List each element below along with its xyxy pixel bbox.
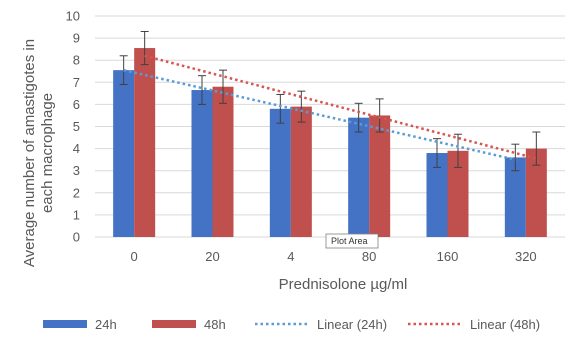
trendline-48h bbox=[144, 54, 537, 160]
bar-48h-160 bbox=[447, 150, 469, 237]
bar-24h-160 bbox=[426, 153, 448, 237]
x-tick-label: 20 bbox=[205, 249, 219, 264]
y-tick-label: 2 bbox=[73, 185, 80, 200]
trendlines bbox=[123, 54, 537, 161]
gridlines bbox=[95, 15, 565, 238]
legend-label: Linear (24h) bbox=[317, 317, 387, 332]
x-tick-label: 160 bbox=[437, 249, 459, 264]
legend-label: Linear (48h) bbox=[470, 317, 540, 332]
legend: 24h 48h Linear (24h) Linear (48h) bbox=[43, 317, 540, 332]
y-tick-label: 5 bbox=[73, 119, 80, 134]
bar-48h-4 bbox=[290, 106, 312, 237]
trendline-24h bbox=[123, 68, 516, 161]
y-tick-label: 9 bbox=[73, 31, 80, 46]
bar-48h-0 bbox=[134, 48, 156, 237]
bar-48h-20 bbox=[212, 86, 234, 237]
legend-label: 48h bbox=[204, 317, 226, 332]
bar-24h-0 bbox=[113, 70, 135, 238]
y-tick-label: 0 bbox=[73, 230, 80, 245]
bar-24h-20 bbox=[191, 90, 213, 237]
x-axis-title: Prednisolone µg/ml bbox=[279, 276, 408, 293]
y-axis-title-line-2: each macrophage bbox=[39, 93, 56, 213]
legend-label: 24h bbox=[95, 317, 117, 332]
bar-24h-4 bbox=[269, 108, 291, 237]
bars bbox=[113, 48, 547, 238]
bar-48h-320 bbox=[525, 148, 547, 237]
y-tick-label: 3 bbox=[73, 163, 80, 178]
error-bars bbox=[119, 30, 541, 172]
legend-swatch bbox=[152, 320, 196, 328]
bar-24h-80 bbox=[348, 117, 370, 237]
y-tick-label: 6 bbox=[73, 97, 80, 112]
x-tick-label: 80 bbox=[362, 249, 376, 264]
y-tick-label: 4 bbox=[73, 141, 80, 156]
x-tick-label: 0 bbox=[131, 249, 138, 264]
bar-24h-320 bbox=[504, 157, 526, 237]
y-tick-label: 1 bbox=[73, 207, 80, 222]
tooltip: Plot Area bbox=[325, 233, 379, 249]
y-tick-label: 7 bbox=[73, 75, 80, 90]
y-tick-label: 8 bbox=[73, 53, 80, 68]
x-tick-label: 320 bbox=[515, 249, 537, 264]
y-axis-title-line-1: Average number of amastigotes in bbox=[21, 39, 38, 267]
y-axis-ticks: 0 1 2 3 4 5 6 7 8 9 10 bbox=[66, 9, 80, 245]
bar-48h-80 bbox=[369, 115, 391, 237]
y-tick-label: 10 bbox=[66, 9, 80, 24]
legend-swatch bbox=[43, 320, 87, 328]
x-axis-ticks: 0 20 4 80 160 320 bbox=[131, 249, 537, 264]
tooltip-label: Plot Area bbox=[331, 236, 368, 246]
x-tick-label: 4 bbox=[287, 249, 294, 264]
